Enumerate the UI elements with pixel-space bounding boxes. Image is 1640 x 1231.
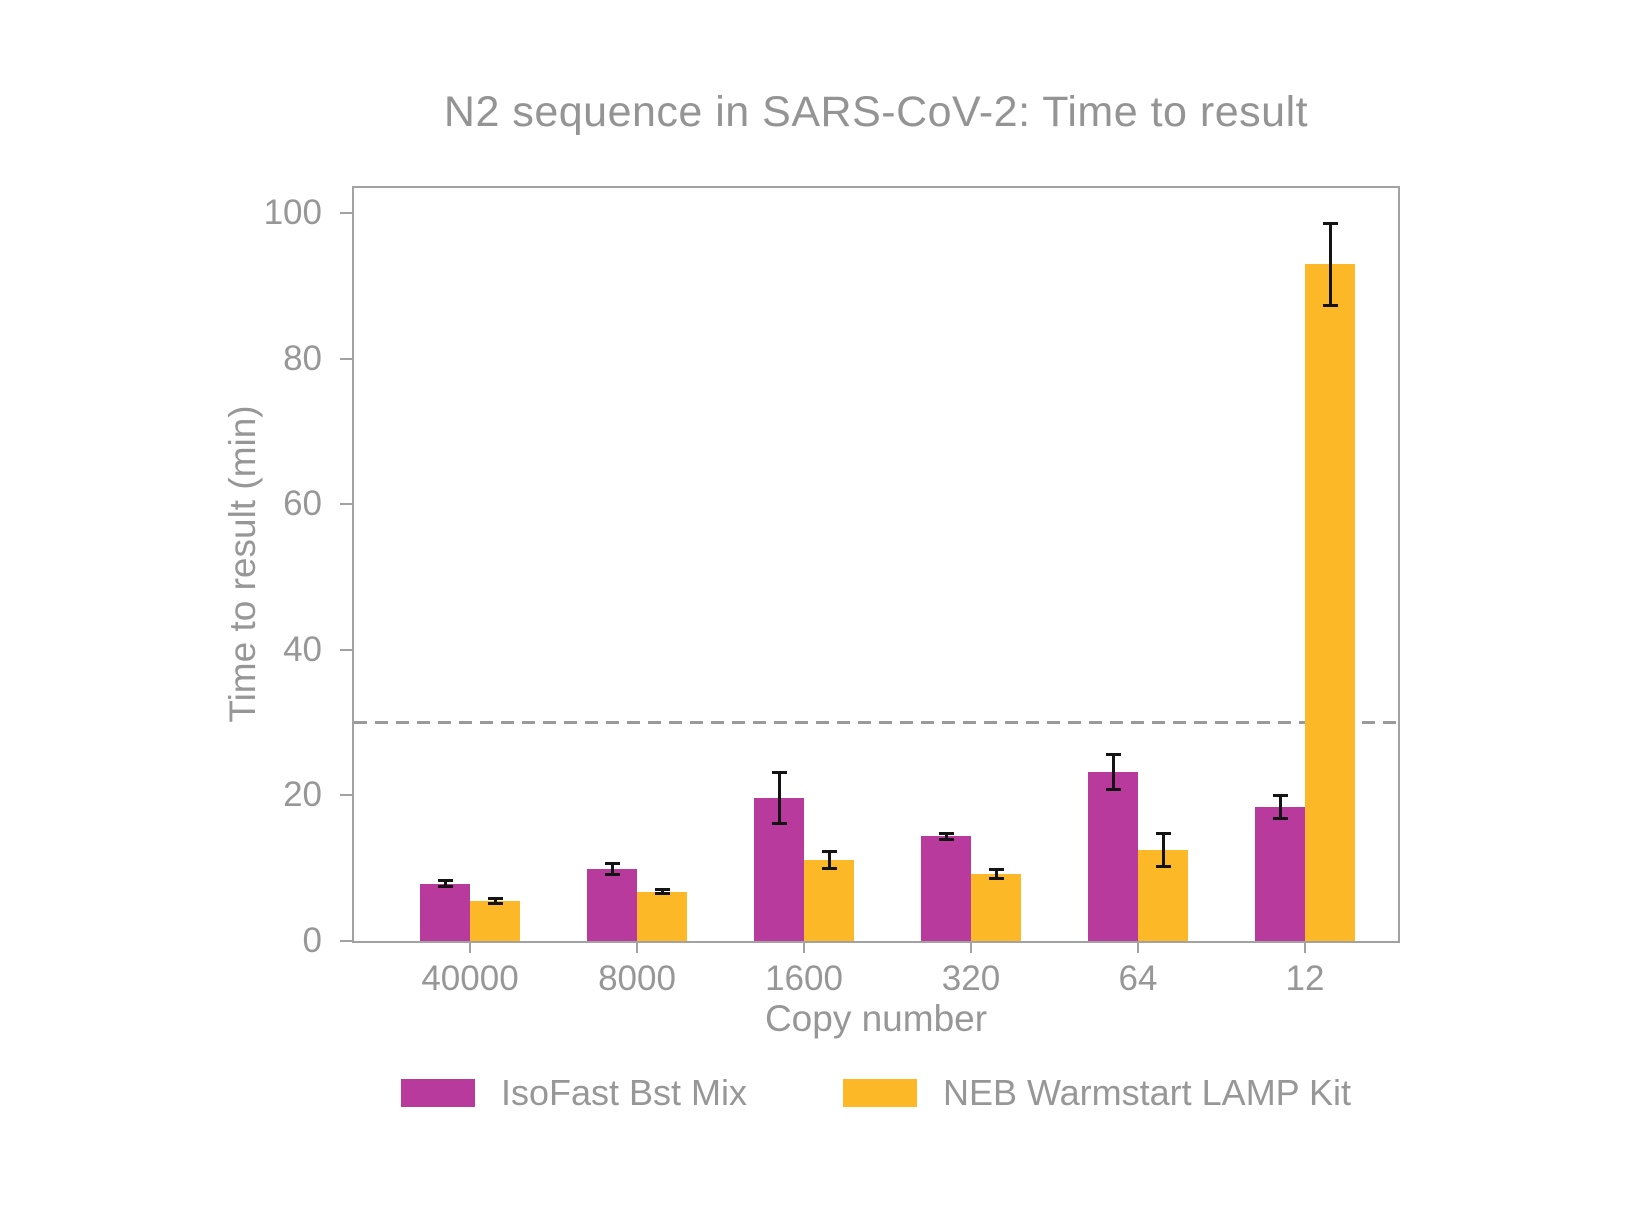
bar-isofast-bst-mix-12 [1255, 807, 1305, 941]
bar-neb-warmstart-lamp-kit-320 [971, 874, 1021, 941]
error-cap-top-neb-warmstart-lamp-kit-12 [1322, 222, 1338, 226]
x-tick-320 [970, 941, 972, 953]
y-tick-80 [340, 357, 352, 360]
x-axis-label: Copy number [764, 998, 988, 1039]
bar-isofast-bst-mix-40000 [420, 883, 470, 941]
error-cap-bottom-isofast-bst-mix-12 [1272, 817, 1288, 821]
error-cap-bottom-isofast-bst-mix-8000 [604, 873, 620, 877]
x-tick-label-12: 12 [1285, 959, 1325, 998]
chart-title: N2 sequence in SARS-CoV-2: Time to resul… [443, 88, 1309, 136]
y-tick-60 [340, 503, 352, 506]
x-tick-label-40000: 40000 [421, 959, 519, 998]
error-bar-neb-warmstart-lamp-kit-8000 [660, 889, 664, 894]
legend-item-neb: NEB Warmstart LAMP Kit [842, 1072, 1352, 1114]
bar-isofast-bst-mix-64 [1088, 772, 1138, 941]
error-cap-bottom-isofast-bst-mix-64 [1105, 788, 1121, 792]
threshold-line [354, 721, 1398, 725]
error-bar-neb-warmstart-lamp-kit-40000 [493, 898, 497, 904]
error-bar-isofast-bst-mix-12 [1278, 795, 1282, 819]
x-tick-12 [1304, 941, 1306, 953]
y-tick-label-60: 60 [283, 484, 322, 524]
error-cap-top-isofast-bst-mix-320 [938, 831, 954, 835]
y-tick-label-40: 40 [283, 629, 322, 669]
y-tick-label-20: 20 [283, 775, 322, 815]
y-axis-label: Time to result (min) [222, 405, 263, 723]
error-cap-top-isofast-bst-mix-8000 [604, 861, 620, 865]
error-cap-top-isofast-bst-mix-64 [1105, 753, 1121, 757]
error-cap-top-neb-warmstart-lamp-kit-1600 [821, 850, 837, 853]
error-cap-bottom-neb-warmstart-lamp-kit-40000 [487, 901, 503, 905]
y-tick-label-100: 100 [263, 193, 322, 233]
error-bar-isofast-bst-mix-8000 [610, 863, 614, 875]
x-tick-1600 [803, 941, 805, 953]
error-cap-bottom-isofast-bst-mix-1600 [771, 821, 787, 825]
error-bar-isofast-bst-mix-320 [944, 833, 948, 840]
y-tick-40 [340, 648, 352, 651]
error-bar-neb-warmstart-lamp-kit-1600 [827, 851, 831, 869]
error-bar-neb-warmstart-lamp-kit-320 [994, 869, 998, 879]
error-cap-top-neb-warmstart-lamp-kit-320 [988, 868, 1004, 872]
x-tick-label-1600: 1600 [765, 959, 843, 998]
x-tick-8000 [636, 941, 638, 953]
error-cap-top-neb-warmstart-lamp-kit-40000 [487, 897, 503, 901]
bar-neb-warmstart-lamp-kit-12 [1305, 264, 1355, 941]
error-cap-bottom-isofast-bst-mix-40000 [437, 884, 453, 888]
y-tick-label-80: 80 [283, 338, 322, 378]
error-bar-neb-warmstart-lamp-kit-12 [1328, 223, 1332, 306]
error-bar-neb-warmstart-lamp-kit-64 [1161, 833, 1165, 867]
error-cap-top-neb-warmstart-lamp-kit-64 [1155, 831, 1171, 835]
error-cap-top-isofast-bst-mix-12 [1272, 793, 1288, 797]
legend-swatch-isofast [400, 1079, 475, 1107]
error-cap-top-neb-warmstart-lamp-kit-8000 [654, 887, 670, 891]
x-tick-label-8000: 8000 [598, 959, 676, 998]
y-tick-100 [340, 212, 352, 215]
bar-neb-warmstart-lamp-kit-40000 [470, 900, 520, 941]
error-cap-bottom-neb-warmstart-lamp-kit-8000 [654, 892, 670, 896]
y-tick-0 [340, 940, 352, 942]
bar-neb-warmstart-lamp-kit-1600 [804, 860, 854, 941]
bar-isofast-bst-mix-8000 [587, 868, 637, 941]
legend-item-isofast: IsoFast Bst Mix [400, 1072, 747, 1114]
bar-neb-warmstart-lamp-kit-8000 [637, 891, 687, 941]
error-bar-isofast-bst-mix-1600 [777, 772, 781, 824]
bar-isofast-bst-mix-320 [921, 836, 971, 941]
error-cap-bottom-neb-warmstart-lamp-kit-320 [988, 876, 1004, 880]
y-tick-20 [340, 794, 352, 797]
error-cap-bottom-isofast-bst-mix-320 [938, 837, 954, 841]
error-bar-isofast-bst-mix-64 [1111, 754, 1115, 790]
x-tick-label-64: 64 [1118, 959, 1158, 998]
error-cap-bottom-neb-warmstart-lamp-kit-64 [1155, 865, 1171, 869]
legend-label-isofast: IsoFast Bst Mix [500, 1072, 747, 1113]
error-cap-top-isofast-bst-mix-40000 [437, 879, 453, 883]
x-tick-40000 [469, 941, 471, 953]
error-cap-bottom-neb-warmstart-lamp-kit-1600 [821, 867, 837, 871]
error-cap-top-isofast-bst-mix-1600 [771, 770, 787, 774]
y-tick-label-0: 0 [302, 921, 322, 960]
plot-area: 40000 8000 1600 320 64 12 0 20 40 60 80 100 [264, 186, 1400, 998]
legend-swatch-neb [842, 1079, 917, 1107]
error-bar-isofast-bst-mix-40000 [443, 880, 447, 887]
legend-label-neb: NEB Warmstart LAMP Kit [942, 1072, 1352, 1113]
x-tick-label-320: 320 [941, 959, 1001, 998]
legend: IsoFast Bst Mix NEB Warmstart LAMP Kit [252, 1072, 1500, 1114]
x-tick-64 [1137, 941, 1139, 953]
error-cap-bottom-neb-warmstart-lamp-kit-12 [1322, 303, 1338, 307]
